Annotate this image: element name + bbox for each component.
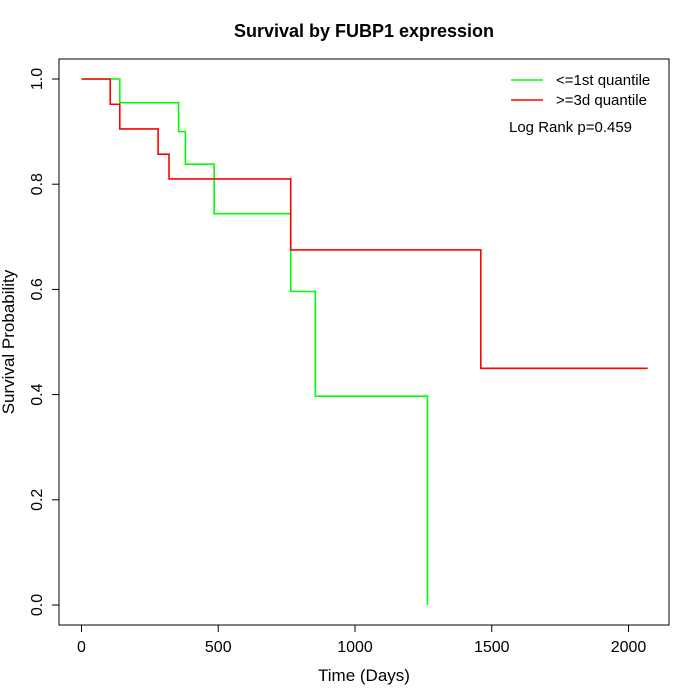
y-tick-label: 0.4 <box>29 383 46 405</box>
series-line-1 <box>81 78 648 370</box>
series-line-0 <box>81 78 429 605</box>
x-tick-label: 1500 <box>474 639 510 656</box>
legend-label-0: <=1st quantile <box>556 72 650 89</box>
y-axis-label: Survival Probability <box>0 269 18 414</box>
y-tick-label: 0.8 <box>29 173 46 195</box>
y-tick-label: 1.0 <box>29 68 46 90</box>
plot-frame <box>58 58 670 626</box>
legend: <=1st quantile >=3d quantile <box>511 72 650 109</box>
y-tick-label: 0.2 <box>29 489 46 511</box>
x-axis-label: Time (Days) <box>318 666 410 685</box>
legend-label-1: >=3d quantile <box>556 92 647 109</box>
y-axis: 0.0 0.2 0.4 0.6 0.8 1.0 <box>29 68 60 616</box>
x-tick-label: 2000 <box>611 639 647 656</box>
y-tick-label: 0.6 <box>29 278 46 300</box>
x-axis: 0 500 1000 1500 2000 <box>77 624 647 656</box>
x-tick-label: 0 <box>77 639 86 656</box>
chart-title: Survival by FUBP1 expression <box>234 21 494 41</box>
x-tick-label: 1000 <box>337 639 373 656</box>
y-tick-label: 0.0 <box>29 594 46 616</box>
log-rank-annotation: Log Rank p=0.459 <box>509 119 632 136</box>
x-tick-label: 500 <box>205 639 232 656</box>
series-layer <box>81 78 648 605</box>
